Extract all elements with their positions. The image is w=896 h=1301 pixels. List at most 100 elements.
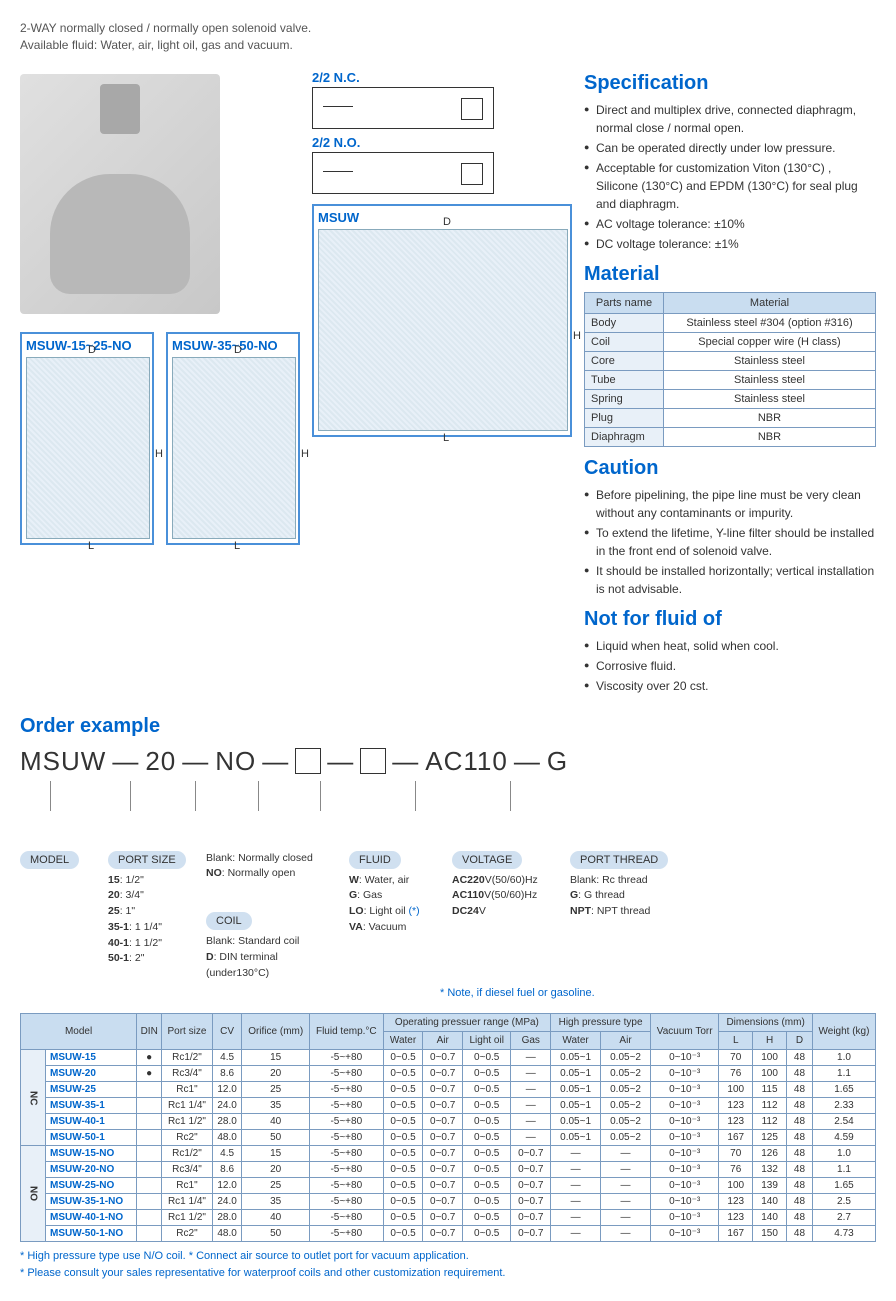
th-cv: CV [212, 1014, 242, 1050]
mat-val: NBR [663, 427, 875, 446]
legend-ncno-coil: Blank: Normally closedNO: Normally open … [206, 851, 341, 982]
cell: 76 [719, 1162, 753, 1178]
order-heading: Order example [20, 715, 876, 738]
cell: 167 [719, 1226, 753, 1242]
cell: 0~0.5 [463, 1066, 511, 1082]
cell: -5~+80 [309, 1178, 383, 1194]
diagram-pair: MSUW-15~25-NO H MSUW-35~50-NO H [20, 324, 300, 553]
list-item: Direct and multiplex drive, connected di… [584, 101, 876, 137]
cell: 0~0.7 [423, 1130, 463, 1146]
cell: — [601, 1178, 651, 1194]
footnote-1: * High pressure type use N/O coil. * Con… [20, 1248, 876, 1265]
cell: -5~+80 [309, 1130, 383, 1146]
mat-part: Core [585, 351, 664, 370]
cell: 12.0 [212, 1082, 242, 1098]
cell: — [511, 1082, 551, 1098]
cell: -5~+80 [309, 1194, 383, 1210]
cell: 2.7 [812, 1210, 875, 1226]
cell [137, 1226, 162, 1242]
cell: -5~+80 [309, 1114, 383, 1130]
list-item: Before pipelining, the pipe line must be… [584, 486, 876, 522]
cell: 132 [753, 1162, 787, 1178]
mat-val: Stainless steel [663, 351, 875, 370]
legend-line: AC220V(50/60)Hz [452, 873, 562, 889]
list-item: Viscosity over 20 cst. [584, 677, 876, 695]
list-item: Corrosive fluid. [584, 657, 876, 675]
cell: 100 [719, 1178, 753, 1194]
cell: 48 [787, 1114, 813, 1130]
diagram-frame-2: MSUW-35~50-NO H [166, 332, 300, 545]
legend-port: PORT SIZE 15: 1/2"20: 3/4"25: 1"35-1: 1 … [108, 851, 198, 982]
th-dH: H [753, 1032, 787, 1050]
cell: 20 [242, 1066, 309, 1082]
cell: — [551, 1178, 601, 1194]
cell-model: MSUW-35-1-NO [46, 1194, 137, 1210]
legend-coil-text: Blank: Standard coilD: DIN terminal (und… [206, 934, 341, 981]
legend-port-label: PORT SIZE [108, 851, 186, 869]
left-column: MSUW-15~25-NO H MSUW-35~50-NO H [20, 64, 300, 705]
cell: 25 [242, 1082, 309, 1098]
legend-thread-label: PORT THREAD [570, 851, 668, 869]
mat-part: Diaphragm [585, 427, 664, 446]
product-photo [20, 74, 220, 314]
cell: 2.5 [812, 1194, 875, 1210]
list-item: Can be operated directly under low press… [584, 139, 876, 157]
cell: 76 [719, 1066, 753, 1082]
cell: 0~10⁻³ [651, 1146, 719, 1162]
cell: 0.05~1 [551, 1114, 601, 1130]
cell: 48 [787, 1082, 813, 1098]
cell: 0~0.5 [383, 1146, 423, 1162]
cell [137, 1162, 162, 1178]
legend-volt-text: AC220V(50/60)HzAC110V(50/60)HzDC24V [452, 873, 562, 920]
cell: -5~+80 [309, 1146, 383, 1162]
cell: 0~0.5 [463, 1194, 511, 1210]
cell: 0~0.7 [511, 1210, 551, 1226]
intro-line-2: Available fluid: Water, air, light oil, … [20, 37, 876, 54]
cell: 123 [719, 1114, 753, 1130]
cell: Rc1" [162, 1082, 213, 1098]
code-thread: G [547, 746, 568, 777]
mat-val: Stainless steel [663, 370, 875, 389]
code-port: 20 [145, 746, 176, 777]
cell: 0~10⁻³ [651, 1178, 719, 1194]
cell: 0~0.5 [383, 1210, 423, 1226]
cell: 1.65 [812, 1082, 875, 1098]
table-row: MSUW-25-NORc1"12.025-5~+800~0.50~0.70~0.… [21, 1178, 876, 1194]
cell: 0~10⁻³ [651, 1194, 719, 1210]
cell: — [511, 1098, 551, 1114]
cell: 0~0.5 [463, 1098, 511, 1114]
cell: 48 [787, 1066, 813, 1082]
code-model: MSUW [20, 746, 106, 777]
cell [137, 1178, 162, 1194]
cell: 0~0.7 [511, 1194, 551, 1210]
legend-line: Blank: Normally closed [206, 851, 341, 867]
cell: 150 [753, 1226, 787, 1242]
cell: -5~+80 [309, 1226, 383, 1242]
th-wt: Weight (kg) [812, 1014, 875, 1050]
cell: ● [137, 1050, 162, 1066]
legend-volt: VOLTAGE AC220V(50/60)HzAC110V(50/60)HzDC… [452, 851, 562, 982]
cell: Rc1 1/4" [162, 1194, 213, 1210]
legend-line: 40-1: 1 1/2" [108, 936, 198, 952]
cell: — [551, 1226, 601, 1242]
footnote-2: * Please consult your sales representati… [20, 1265, 876, 1282]
symbol-label-nc: 2/2 N.C. [312, 70, 572, 85]
cell-model: MSUW-35-1 [46, 1098, 137, 1114]
th-hp: High pressure type [551, 1014, 651, 1032]
cell: 0~0.7 [423, 1226, 463, 1242]
diagram-title-main: MSUW [318, 210, 566, 225]
legend-line: W: Water, air [349, 873, 444, 889]
cell: 48 [787, 1178, 813, 1194]
cell: 0.05~2 [601, 1082, 651, 1098]
legend-line: 50-1: 2" [108, 951, 198, 967]
cell: — [551, 1146, 601, 1162]
cell-model: MSUW-20 [46, 1066, 137, 1082]
legend-line: Blank: Standard coil [206, 934, 341, 950]
mat-part: Tube [585, 370, 664, 389]
spec-heading: Specification [584, 72, 876, 95]
th-gas: Gas [511, 1032, 551, 1050]
list-item: To extend the lifetime, Y-line filter sh… [584, 524, 876, 560]
symbol-no [312, 152, 494, 194]
cell-model: MSUW-15-NO [46, 1146, 137, 1162]
cell: 123 [719, 1210, 753, 1226]
